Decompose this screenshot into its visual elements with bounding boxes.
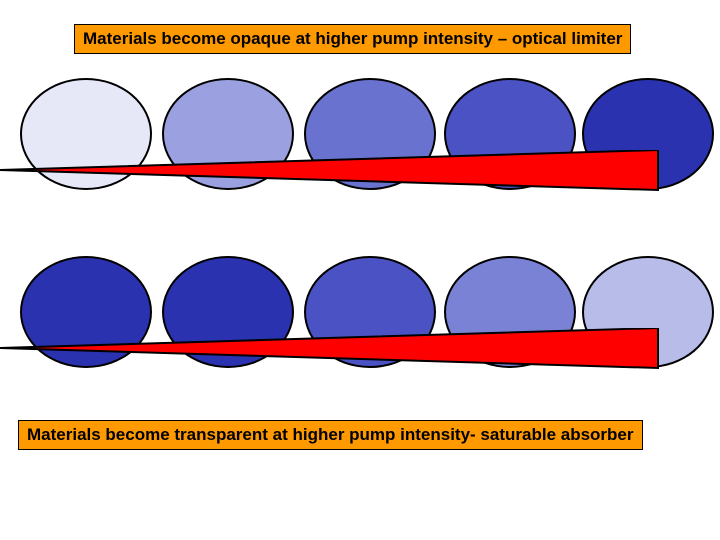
row-saturable: [0, 256, 720, 406]
top-label: Materials become opaque at higher pump i…: [74, 24, 631, 54]
wedge-bottom: [0, 328, 660, 372]
row-limiter: [0, 78, 720, 228]
bottom-label: Materials become transparent at higher p…: [18, 420, 643, 450]
wedge-top: [0, 150, 660, 194]
